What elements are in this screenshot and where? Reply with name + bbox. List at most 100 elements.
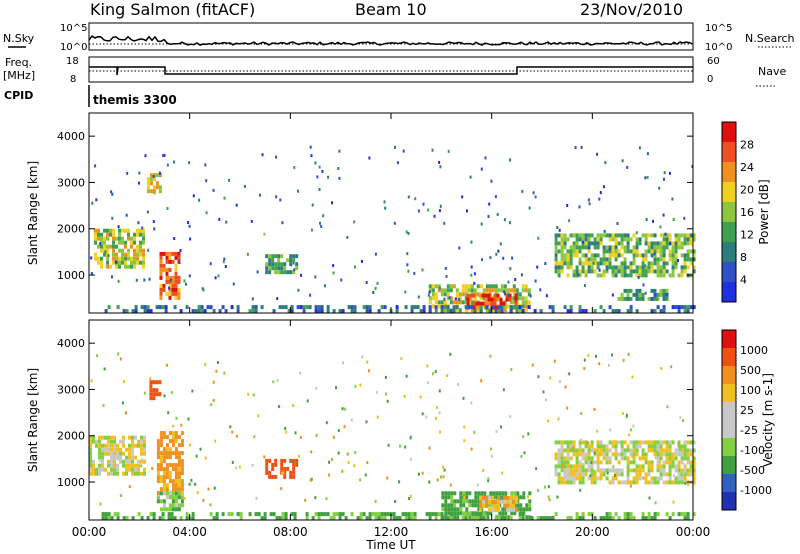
- data-cell: [168, 275, 172, 280]
- data-cell: [605, 460, 609, 465]
- data-cell: [683, 216, 686, 220]
- data-cell: [180, 495, 184, 500]
- data-cell: [686, 460, 690, 465]
- x-tick-label: 00:00: [676, 525, 711, 539]
- data-cell: [134, 463, 137, 468]
- data-cell: [326, 309, 330, 314]
- data-cell: [158, 392, 162, 397]
- data-cell: [443, 297, 446, 301]
- data-cell: [626, 464, 630, 469]
- data-cell: [368, 156, 371, 160]
- data-cell: [647, 472, 651, 477]
- data-cell: [638, 444, 642, 449]
- data-cell: [332, 516, 336, 521]
- freq-panel-frame: [88, 56, 694, 83]
- data-cell: [174, 471, 178, 476]
- data-cell: [587, 198, 590, 202]
- data-cell: [109, 244, 112, 249]
- data-cell: [470, 240, 473, 244]
- data-cell: [554, 233, 558, 238]
- data-cell: [107, 305, 111, 310]
- data-cell: [180, 471, 184, 476]
- data-cell: [668, 456, 672, 461]
- data-cell: [205, 211, 208, 215]
- data-cell: [611, 309, 615, 314]
- data-cell: [662, 468, 666, 473]
- data-cell: [482, 296, 486, 301]
- data-cell: [605, 456, 609, 461]
- data-cell: [127, 256, 130, 261]
- data-cell: [623, 245, 627, 250]
- data-cell: [353, 305, 357, 310]
- data-cell: [482, 288, 486, 293]
- data-cell: [159, 467, 163, 472]
- data-cell: [566, 472, 570, 477]
- data-cell: [617, 309, 621, 314]
- data-cell: [547, 495, 550, 499]
- data-cell: [155, 181, 159, 186]
- data-cell: [134, 309, 138, 314]
- data-cell: [113, 447, 116, 452]
- data-cell: [104, 309, 108, 314]
- data-cell: [161, 516, 165, 521]
- data-cell: [392, 512, 396, 517]
- data-cell: [103, 228, 106, 233]
- colorbar-segment: [722, 162, 736, 183]
- data-cell: [650, 516, 654, 521]
- data-cell: [692, 472, 696, 477]
- data-cell: [648, 496, 651, 500]
- data-cell: [629, 440, 633, 445]
- data-cell: [120, 494, 123, 497]
- data-cell: [569, 233, 573, 238]
- data-cell: [274, 462, 278, 467]
- data-cell: [171, 499, 175, 504]
- data-cell: [566, 309, 570, 314]
- data-cell: [144, 154, 147, 158]
- data-cell: [653, 512, 657, 517]
- data-cell: [490, 301, 494, 306]
- data-cell: [626, 480, 630, 485]
- data-cell: [428, 480, 431, 484]
- data-cell: [596, 261, 600, 266]
- data-cell: [512, 503, 516, 508]
- data-cell: [444, 491, 448, 496]
- data-cell: [177, 291, 181, 296]
- data-cell: [490, 447, 492, 451]
- data-cell: [174, 499, 178, 504]
- data-cell: [659, 444, 663, 449]
- data-cell: [444, 495, 448, 500]
- data-cell: [487, 479, 490, 483]
- data-cell: [174, 251, 178, 256]
- data-cell: [514, 293, 518, 298]
- data-cell: [440, 288, 444, 293]
- data-cell: [255, 496, 258, 500]
- data-cell: [653, 269, 657, 274]
- data-cell: [314, 275, 317, 279]
- data-cell: [584, 233, 588, 238]
- y-tick-label: 1000: [57, 476, 85, 489]
- data-cell: [368, 309, 372, 314]
- data-cell: [162, 475, 166, 480]
- data-cell: [283, 262, 287, 267]
- data-cell: [179, 309, 183, 314]
- data-cell: [385, 392, 387, 396]
- data-cell: [171, 491, 175, 496]
- data-cell: [212, 188, 215, 192]
- x-tick-label: 08:00: [273, 525, 308, 539]
- colorbar-tick-label: 28: [740, 139, 754, 152]
- data-cell: [548, 498, 551, 502]
- data-cell: [560, 257, 564, 262]
- data-cell: [642, 476, 645, 480]
- data-cell: [599, 273, 603, 278]
- data-cell: [581, 440, 585, 445]
- data-cell: [583, 367, 586, 370]
- data-cell: [674, 237, 678, 242]
- data-cell: [136, 228, 139, 233]
- data-cell: [584, 273, 588, 278]
- data-cell: [656, 292, 660, 297]
- data-cell: [261, 153, 264, 157]
- data-cell: [344, 516, 348, 521]
- data-cell: [605, 468, 609, 473]
- data-cell: [341, 309, 345, 314]
- data-cell: [677, 237, 681, 242]
